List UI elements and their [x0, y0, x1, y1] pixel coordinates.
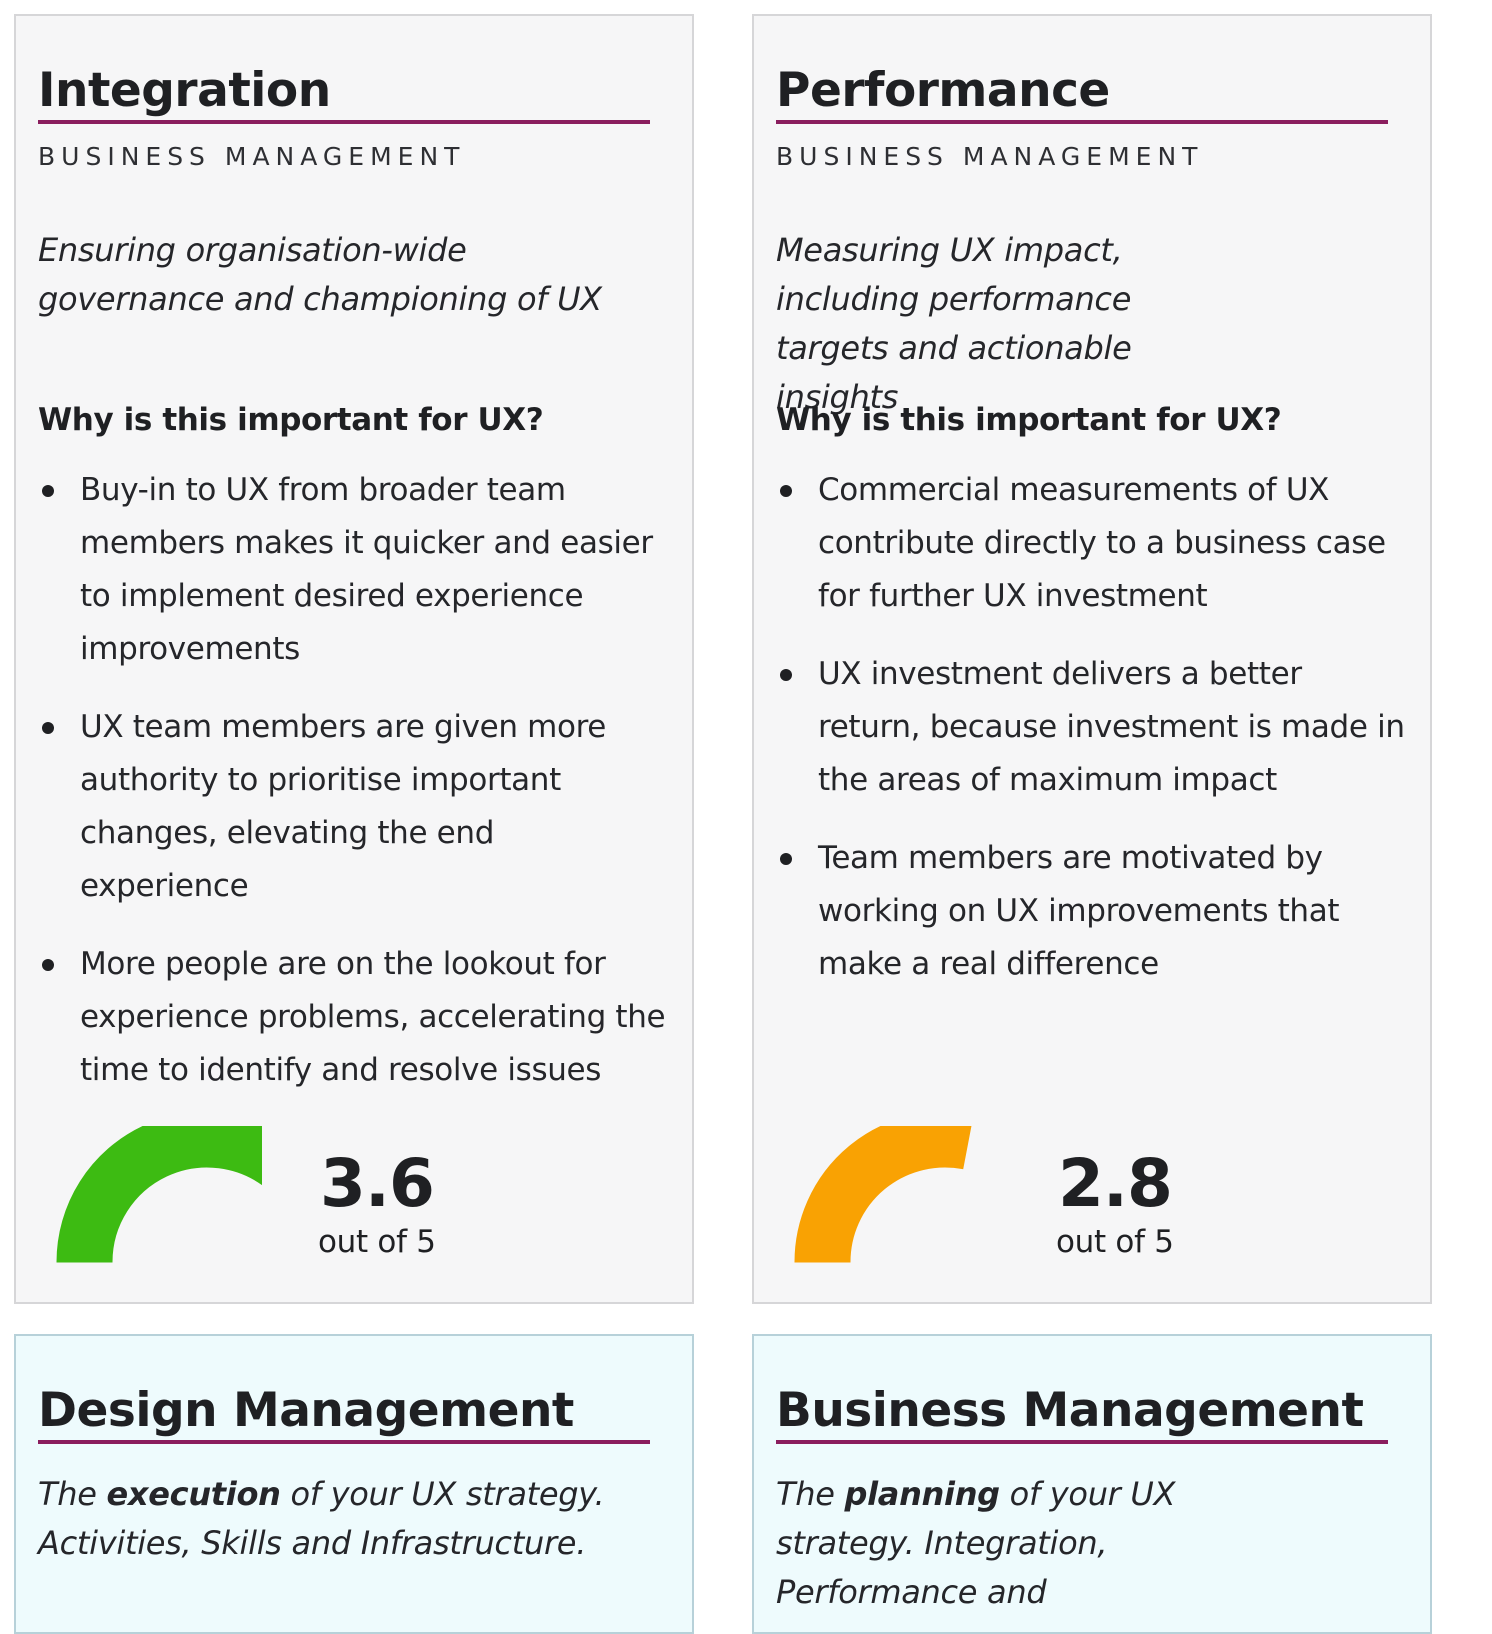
- bullet-icon: [42, 722, 54, 734]
- section-link-design-management[interactable]: Design Management The execution of your …: [14, 1334, 694, 1634]
- assessment-card-performance: Performance BUSINESS MANAGEMENT Measurin…: [752, 14, 1432, 1304]
- list-item: Commercial measurements of UX contribute…: [776, 464, 1412, 623]
- gauge-fill: [56, 1126, 262, 1263]
- section-link-business-management[interactable]: Business Management The planning of your…: [752, 1334, 1432, 1634]
- card-description: Ensuring organisation-wide governance an…: [38, 231, 602, 318]
- score-caption: out of 5: [1056, 1224, 1174, 1260]
- section-description: The execution of your UX strategy. Activ…: [38, 1475, 605, 1562]
- list-item: More people are on the lookout for exper…: [38, 938, 670, 1097]
- list-item: Team members are motivated by working on…: [776, 832, 1412, 991]
- why-heading: Why is this important for UX?: [776, 402, 1282, 438]
- card-category: BUSINESS MANAGEMENT: [776, 142, 1204, 171]
- section-title: Design Management: [38, 1384, 650, 1444]
- section-description: The planning of your UX strategy. Integr…: [776, 1475, 1176, 1611]
- card-category: BUSINESS MANAGEMENT: [38, 142, 466, 171]
- card-description: Measuring UX impact, including performan…: [776, 231, 1132, 416]
- list-item: UX team members are given more authority…: [38, 701, 670, 913]
- gauge-fill: [794, 1126, 972, 1263]
- why-heading: Why is this important for UX?: [38, 402, 544, 438]
- benefit-list: Buy-in to UX from broader team members m…: [38, 464, 670, 1122]
- bullet-icon: [780, 485, 792, 497]
- bullet-icon: [42, 485, 54, 497]
- card-title: Integration: [38, 64, 650, 124]
- score-gauge-icon: [56, 1126, 262, 1263]
- assessment-card-integration: Integration BUSINESS MANAGEMENT Ensuring…: [14, 14, 694, 1304]
- bullet-icon: [780, 853, 792, 865]
- section-title: Business Management: [776, 1384, 1388, 1444]
- score-value: 2.8: [1058, 1145, 1173, 1222]
- score-value: 3.6: [320, 1145, 435, 1222]
- bullet-icon: [780, 669, 792, 681]
- score-caption: out of 5: [318, 1224, 436, 1260]
- card-title: Performance: [776, 64, 1388, 124]
- score-gauge-icon: [794, 1126, 972, 1263]
- bullet-icon: [42, 959, 54, 971]
- list-item: Buy-in to UX from broader team members m…: [38, 464, 670, 676]
- list-item: UX investment delivers a better return, …: [776, 648, 1412, 807]
- benefit-list: Commercial measurements of UX contribute…: [776, 464, 1412, 1016]
